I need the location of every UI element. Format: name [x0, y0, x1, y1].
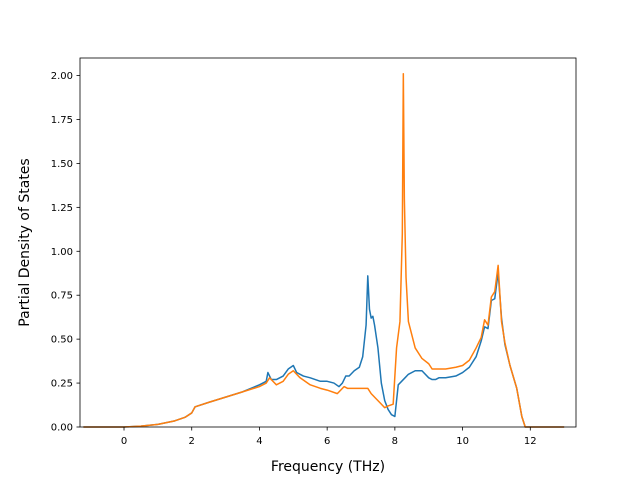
x-tick-label: 4 [256, 436, 262, 447]
y-tick-label: 0.00 [51, 423, 73, 434]
x-tick-label: 6 [324, 436, 330, 447]
x-tick-label: 8 [392, 436, 398, 447]
x-tick-label: 0 [121, 436, 127, 447]
y-tick-label: 0.50 [51, 335, 73, 346]
x-axis: 0 2 4 6 8 10 12 [121, 427, 537, 447]
y-tick-label: 1.25 [51, 203, 73, 214]
plot-area [83, 73, 565, 428]
x-tick-label: 2 [189, 436, 195, 447]
series-line-1 [83, 271, 565, 428]
y-tick-label: 0.75 [51, 291, 73, 302]
x-tick-label: 12 [524, 436, 537, 447]
y-tick-label: 0.25 [51, 379, 73, 390]
y-tick-label: 1.50 [51, 159, 73, 170]
axes-frame [79, 57, 577, 428]
y-axis: 0.00 0.25 0.50 0.75 1.00 1.25 1.50 1.75 2.00 [51, 71, 80, 434]
y-axis-label: Partial Density of States [17, 158, 33, 326]
x-axis-label: Frequency (THz) [271, 459, 385, 475]
y-tick-label: 1.75 [51, 115, 73, 126]
y-tick-label: 2.00 [51, 71, 73, 82]
x-tick-label: 10 [456, 436, 469, 447]
series-line-2 [83, 73, 565, 428]
y-tick-label: 1.00 [51, 247, 73, 258]
